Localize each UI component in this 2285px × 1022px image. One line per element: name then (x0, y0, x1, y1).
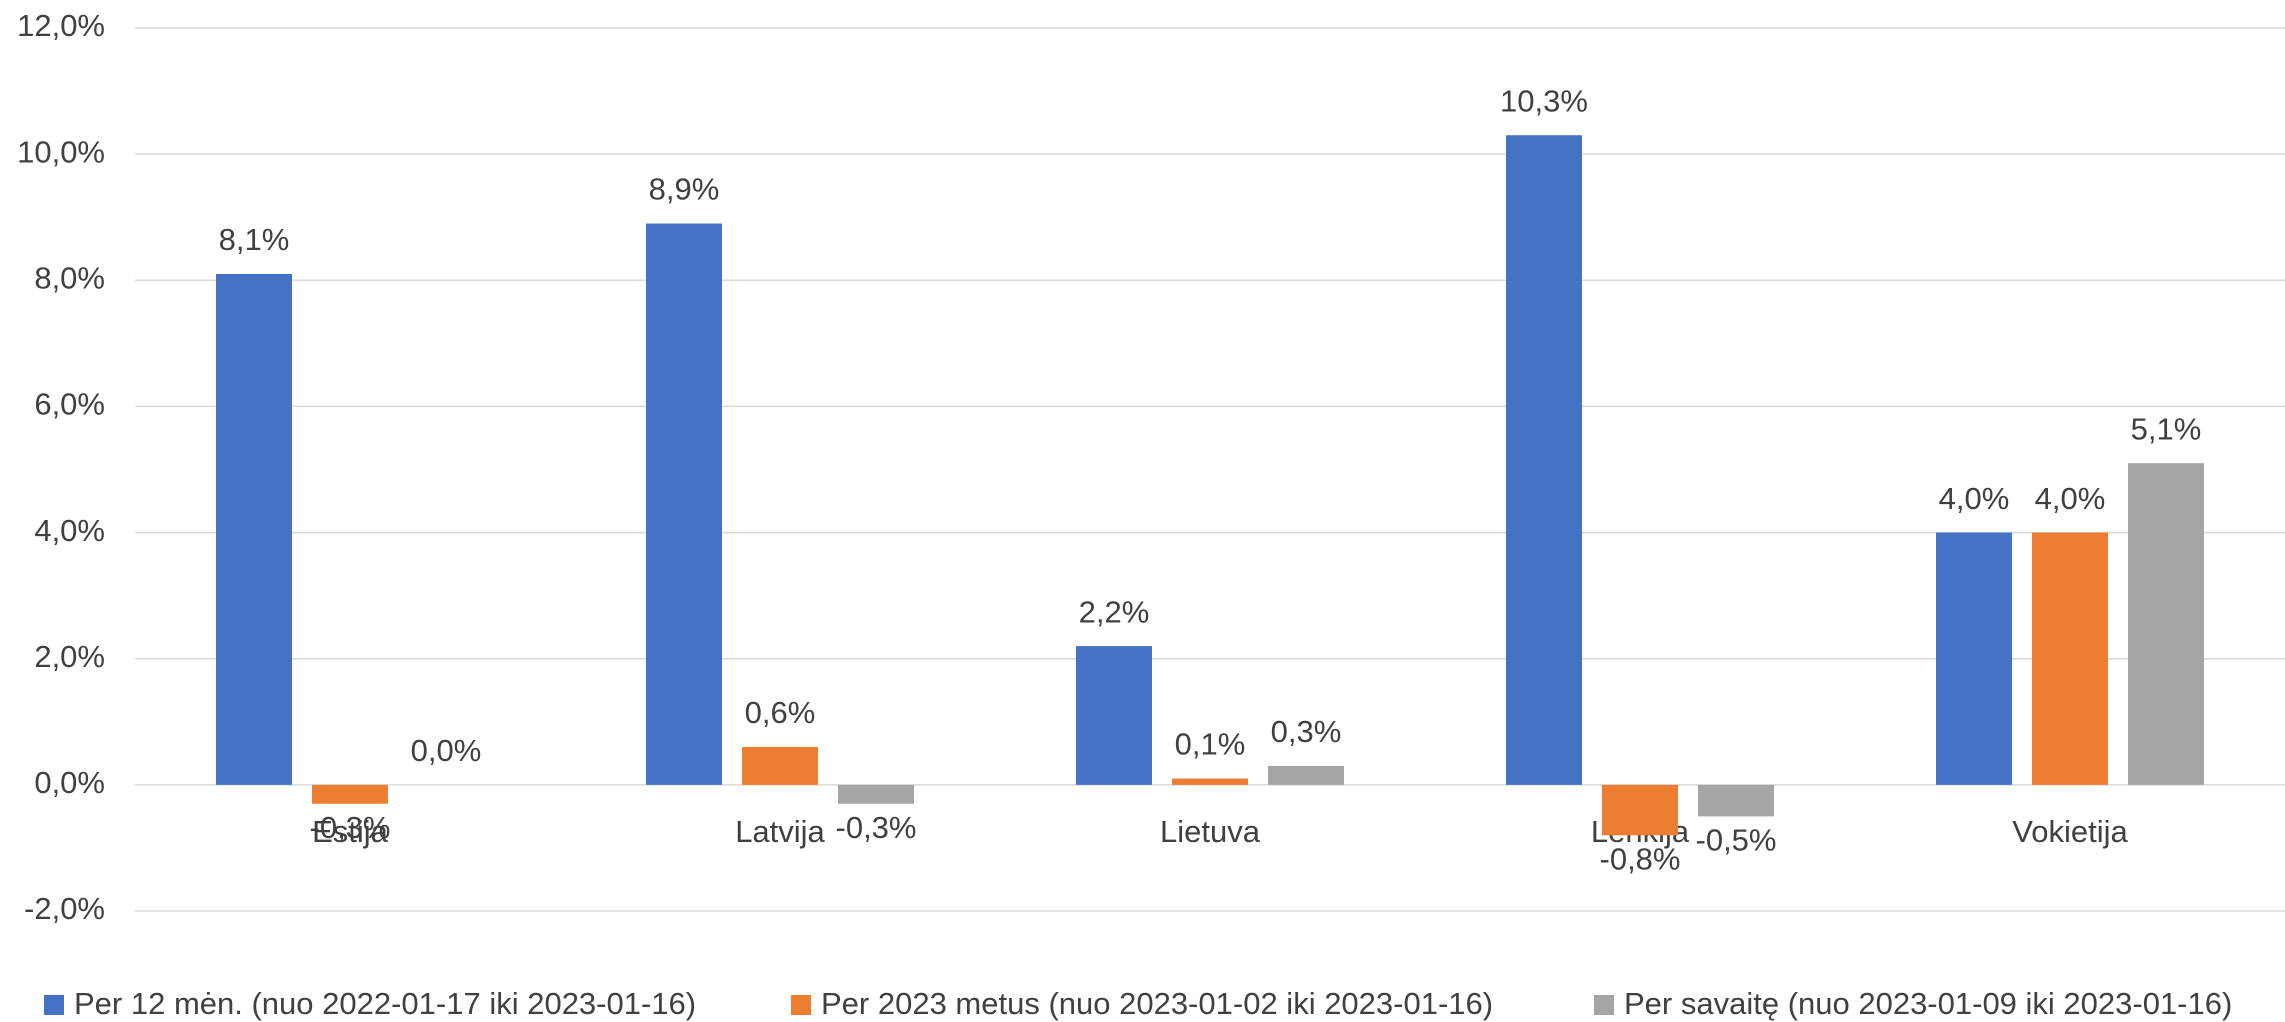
data-label: 10,3% (1500, 83, 1588, 118)
bar (1506, 135, 1582, 785)
legend-label: Per savaitę (nuo 2023-01-09 iki 2023-01-… (1624, 986, 2232, 1021)
data-label: 5,1% (2131, 411, 2202, 446)
y-tick-label: -2,0% (24, 891, 105, 926)
legend-label: Per 12 mėn. (nuo 2022-01-17 iki 2023-01-… (74, 986, 696, 1021)
data-label: 0,3% (1271, 714, 1342, 749)
data-label: 8,9% (649, 172, 720, 207)
bar (216, 273, 292, 785)
legend-marker (791, 995, 811, 1015)
x-tick-label: Lietuva (1160, 814, 1261, 849)
bar (312, 784, 388, 804)
y-tick-label: 10,0% (17, 134, 105, 169)
data-label: 4,0% (1939, 481, 2010, 516)
data-label: -0,5% (1696, 823, 1777, 858)
data-label: 4,0% (2035, 481, 2106, 516)
bar (2128, 463, 2204, 785)
data-label: -0,8% (1600, 842, 1681, 877)
x-tick-label: Vokietija (2012, 814, 2128, 849)
y-tick-label: 12,0% (17, 8, 105, 43)
y-tick-label: 6,0% (34, 387, 105, 422)
bar (838, 784, 914, 804)
y-tick-label: 0,0% (34, 765, 105, 800)
x-tick-label: Latvija (735, 814, 825, 849)
x-tick-label: Estija (312, 814, 389, 849)
data-label: -0,3% (310, 810, 391, 845)
bar (1698, 784, 1774, 817)
bar (1268, 765, 1344, 785)
bar (1172, 778, 1248, 785)
bar (742, 747, 818, 785)
y-tick-label: 4,0% (34, 513, 105, 548)
data-label: 0,1% (1175, 727, 1246, 762)
data-label: 2,2% (1079, 594, 1150, 629)
data-label: -0,3% (836, 810, 917, 845)
legend-marker (44, 995, 64, 1015)
data-label: 0,6% (745, 695, 816, 730)
bar (1936, 532, 2012, 785)
bar (1076, 646, 1152, 785)
bar (1602, 784, 1678, 836)
data-label: 0,0% (411, 733, 482, 768)
bar (646, 223, 722, 785)
legend-label: Per 2023 metus (nuo 2023-01-02 iki 2023-… (821, 986, 1493, 1021)
legend-marker (1594, 995, 1614, 1015)
y-tick-label: 8,0% (34, 260, 105, 295)
y-tick-label: 2,0% (34, 639, 105, 674)
data-label: 8,1% (219, 222, 290, 257)
bar (2032, 532, 2108, 785)
